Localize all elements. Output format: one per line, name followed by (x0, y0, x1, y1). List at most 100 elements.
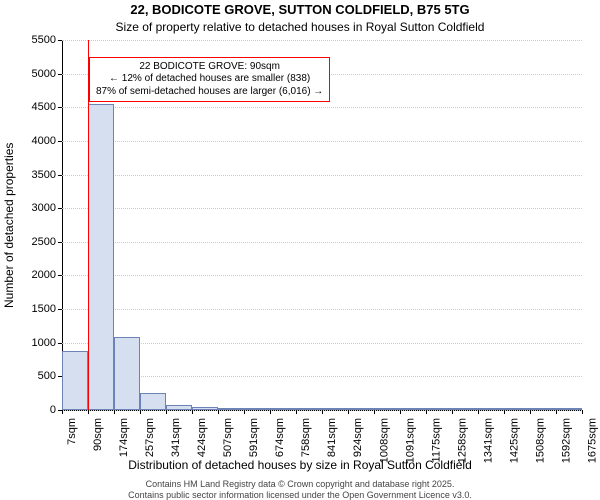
histogram-bar (114, 337, 140, 410)
footer-line-1: Contains HM Land Registry data © Crown c… (0, 479, 600, 489)
y-tick-mark (58, 242, 62, 243)
histogram-bar (270, 408, 296, 410)
gridline (62, 107, 582, 108)
x-tick-mark (556, 410, 557, 414)
x-tick-label: 1341sqm (482, 418, 494, 463)
y-tick-label: 2000 (32, 269, 56, 281)
y-tick-label: 5000 (32, 68, 56, 80)
gridline (62, 275, 582, 276)
y-tick-mark (58, 40, 62, 41)
x-tick-mark (218, 410, 219, 414)
y-tick-label: 500 (38, 370, 56, 382)
x-tick-label: 174sqm (118, 418, 130, 457)
y-tick-mark (58, 275, 62, 276)
x-tick-mark (582, 410, 583, 414)
x-tick-label: 1508sqm (534, 418, 546, 463)
histogram-bar (426, 408, 452, 410)
x-tick-mark (478, 410, 479, 414)
y-tick-label: 4000 (32, 135, 56, 147)
gridline (62, 242, 582, 243)
x-tick-label: 841sqm (326, 418, 338, 457)
y-tick-mark (58, 208, 62, 209)
x-tick-mark (192, 410, 193, 414)
histogram-bar (322, 408, 348, 410)
y-tick-label: 2500 (32, 236, 56, 248)
x-tick-mark (62, 410, 63, 414)
gridline (62, 376, 582, 377)
x-axis-label: Distribution of detached houses by size … (0, 458, 600, 472)
x-tick-label: 1008sqm (378, 418, 390, 463)
x-tick-label: 674sqm (274, 418, 286, 457)
y-tick-mark (58, 141, 62, 142)
histogram-bar (218, 408, 244, 410)
gridline (62, 309, 582, 310)
annotation-line-1: 22 BODICOTE GROVE: 90sqm (96, 61, 323, 74)
x-tick-label: 7sqm (66, 418, 78, 445)
x-tick-label: 1091sqm (404, 418, 416, 463)
y-tick-mark (58, 74, 62, 75)
x-tick-label: 758sqm (300, 418, 312, 457)
x-tick-label: 1675sqm (586, 418, 598, 463)
chart-subtitle: Size of property relative to detached ho… (0, 20, 600, 34)
x-tick-label: 424sqm (196, 418, 208, 457)
histogram-bar (62, 351, 88, 410)
y-tick-mark (58, 309, 62, 310)
x-tick-mark (140, 410, 141, 414)
histogram-bar (504, 408, 530, 410)
chart-footer: Contains HM Land Registry data © Crown c… (0, 479, 600, 500)
histogram-bar (192, 407, 218, 410)
gridline (62, 40, 582, 41)
x-tick-mark (348, 410, 349, 414)
y-tick-label: 3000 (32, 202, 56, 214)
y-tick-label: 4500 (32, 101, 56, 113)
histogram-bar (400, 408, 426, 410)
x-tick-mark (452, 410, 453, 414)
x-tick-mark (426, 410, 427, 414)
x-tick-label: 1258sqm (456, 418, 468, 463)
gridline (62, 141, 582, 142)
x-tick-mark (400, 410, 401, 414)
y-tick-mark (58, 175, 62, 176)
y-tick-mark (58, 343, 62, 344)
gridline (62, 343, 582, 344)
x-tick-label: 507sqm (222, 418, 234, 457)
x-tick-mark (114, 410, 115, 414)
x-tick-mark (88, 410, 89, 414)
x-tick-mark (296, 410, 297, 414)
y-tick-label: 1000 (32, 337, 56, 349)
x-tick-label: 1425sqm (508, 418, 520, 463)
gridline (62, 175, 582, 176)
histogram-bar (296, 408, 322, 410)
x-tick-mark (244, 410, 245, 414)
y-tick-mark (58, 107, 62, 108)
histogram-bar (140, 393, 166, 410)
histogram-bar (244, 408, 270, 410)
histogram-bar (348, 408, 374, 410)
histogram-bar (374, 408, 400, 410)
y-tick-label: 5500 (32, 34, 56, 46)
histogram-bar (530, 408, 556, 410)
annotation-box: 22 BODICOTE GROVE: 90sqm ← 12% of detach… (89, 57, 330, 103)
x-tick-mark (374, 410, 375, 414)
x-tick-label: 1592sqm (560, 418, 572, 463)
histogram-bar (478, 408, 504, 410)
histogram-bar (452, 408, 478, 410)
x-tick-label: 1175sqm (431, 418, 443, 462)
x-tick-label: 257sqm (144, 418, 156, 457)
x-tick-mark (166, 410, 167, 414)
x-tick-label: 90sqm (92, 418, 104, 451)
histogram-bar (166, 405, 192, 410)
annotation-line-3: 87% of semi-detached houses are larger (… (96, 86, 323, 99)
plot-area: 22 BODICOTE GROVE: 90sqm ← 12% of detach… (62, 40, 582, 410)
annotation-line-2: ← 12% of detached houses are smaller (83… (96, 73, 323, 86)
gridline (62, 208, 582, 209)
x-tick-label: 591sqm (248, 418, 260, 457)
x-tick-label: 341sqm (170, 418, 182, 457)
x-tick-mark (270, 410, 271, 414)
x-tick-mark (530, 410, 531, 414)
histogram-bar (556, 408, 582, 410)
x-tick-label: 924sqm (352, 418, 364, 457)
y-tick-label: 1500 (32, 303, 56, 315)
x-tick-mark (322, 410, 323, 414)
chart-title: 22, BODICOTE GROVE, SUTTON COLDFIELD, B7… (0, 2, 600, 17)
